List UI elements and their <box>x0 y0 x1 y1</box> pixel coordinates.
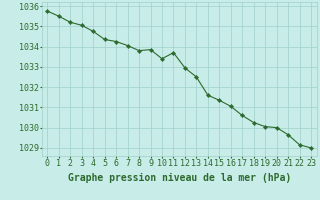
X-axis label: Graphe pression niveau de la mer (hPa): Graphe pression niveau de la mer (hPa) <box>68 173 291 183</box>
